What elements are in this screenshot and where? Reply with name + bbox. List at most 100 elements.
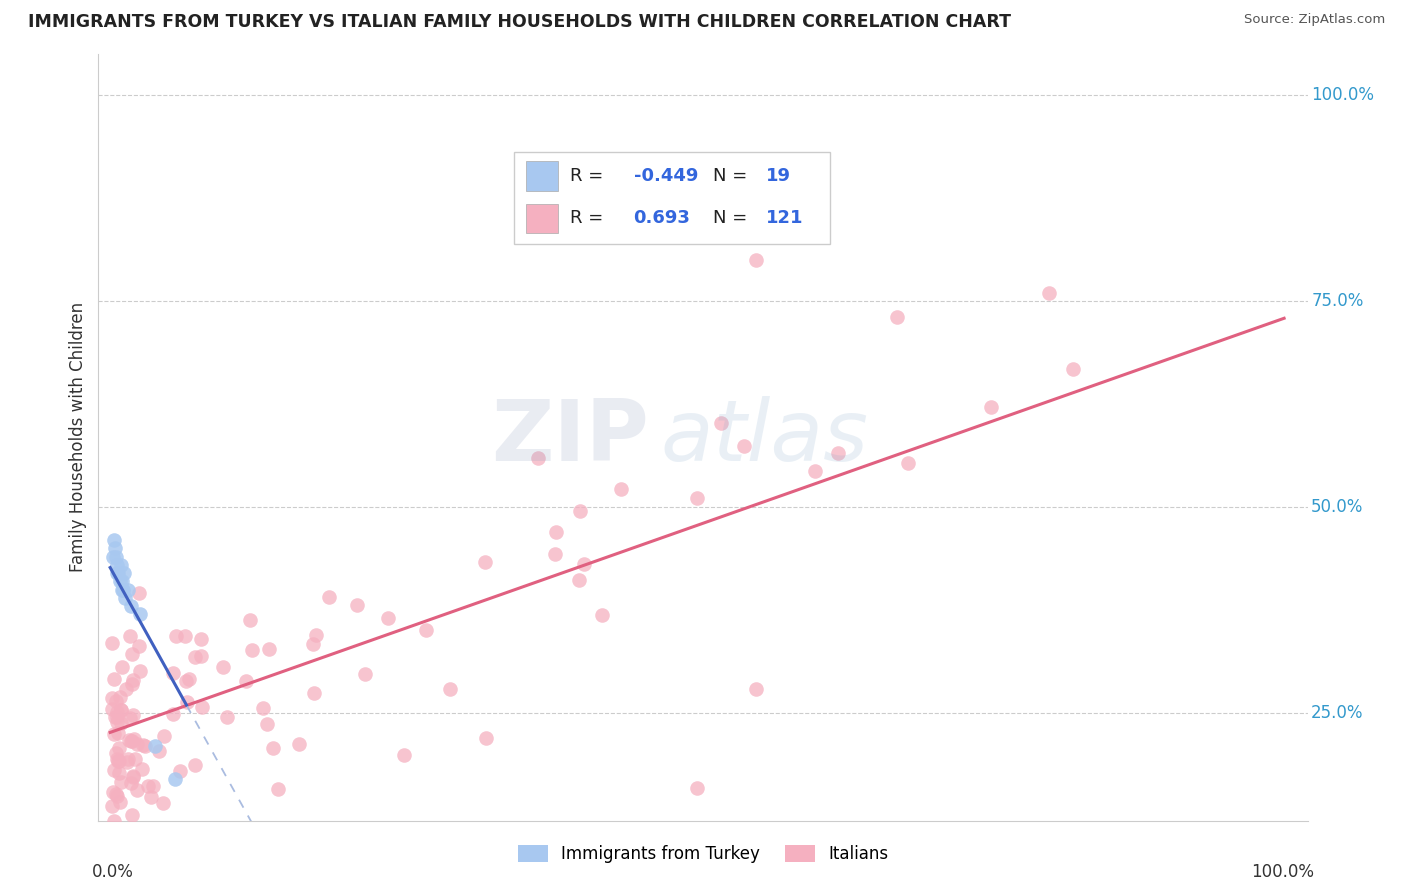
Point (346, 598, 368, 612)
Point (302, 637, 325, 651)
Point (162, 666, 184, 681)
Point (572, 558, 595, 572)
Point (142, 779, 165, 793)
Point (103, 726, 125, 740)
Point (148, 743, 170, 757)
Point (262, 740, 284, 755)
Point (122, 731, 145, 746)
Point (239, 614, 262, 628)
Point (105, 558, 128, 572)
Point (107, 754, 129, 768)
Point (105, 705, 128, 719)
Point (122, 770, 145, 784)
Point (108, 740, 131, 755)
Point (108, 754, 131, 768)
Point (165, 629, 187, 643)
Point (177, 672, 200, 686)
Point (124, 752, 146, 766)
Point (980, 400, 1002, 414)
Point (252, 701, 274, 715)
Text: N =: N = (713, 167, 747, 185)
Point (827, 445, 849, 459)
Point (190, 632, 212, 647)
Point (190, 649, 212, 664)
Point (120, 733, 142, 747)
Point (803, 464, 825, 478)
Legend: Immigrants from Turkey, Italians: Immigrants from Turkey, Italians (510, 838, 896, 870)
Point (152, 796, 174, 810)
Point (101, 799, 124, 814)
Point (103, 814, 125, 828)
Point (1062, 362, 1084, 376)
Point (235, 673, 257, 688)
Point (121, 647, 143, 661)
Point (897, 456, 920, 470)
Point (568, 504, 591, 518)
Point (101, 785, 124, 799)
Point (152, 729, 174, 743)
Point (108, 690, 131, 704)
Point (546, 525, 568, 540)
Point (134, 739, 156, 754)
Point (122, 769, 145, 783)
Point (745, 681, 768, 696)
Point (305, 628, 328, 642)
Text: 121: 121 (766, 210, 804, 227)
Point (217, 710, 239, 724)
Text: atlas: atlas (661, 395, 869, 479)
Point (121, 808, 143, 822)
Point (184, 650, 207, 665)
Point (104, 694, 127, 708)
Point (128, 639, 150, 653)
Point (745, 252, 768, 267)
Point (184, 758, 207, 772)
Point (103, 533, 125, 548)
Text: 25.0%: 25.0% (1312, 705, 1364, 723)
Point (107, 726, 129, 740)
Point (377, 611, 399, 625)
Point (101, 549, 124, 564)
Point (105, 709, 128, 723)
Point (544, 547, 567, 561)
Point (686, 780, 709, 795)
Text: 50.0%: 50.0% (1312, 499, 1364, 516)
Point (105, 549, 128, 564)
Text: IMMIGRANTS FROM TURKEY VS ITALIAN FAMILY HOUSEHOLDS WITH CHILDREN CORRELATION CH: IMMIGRANTS FROM TURKEY VS ITALIAN FAMILY… (28, 13, 1011, 31)
Point (128, 586, 150, 600)
Point (101, 691, 124, 706)
Point (117, 752, 139, 766)
Point (104, 710, 127, 724)
Point (118, 732, 141, 747)
Point (111, 659, 134, 673)
Point (120, 711, 142, 725)
Text: R =: R = (571, 210, 603, 227)
Point (112, 582, 135, 597)
Point (112, 566, 135, 581)
Text: ZIP: ZIP (491, 395, 648, 479)
Point (103, 763, 125, 777)
Point (128, 607, 150, 622)
Point (733, 439, 755, 453)
Point (108, 574, 131, 589)
Point (110, 703, 132, 717)
Text: 0.693: 0.693 (634, 210, 690, 227)
Point (111, 574, 134, 589)
Point (174, 629, 197, 643)
Point (108, 795, 131, 809)
Point (212, 660, 235, 674)
Text: N =: N = (713, 210, 747, 227)
Point (105, 714, 128, 729)
Point (110, 775, 132, 789)
Point (1038, 285, 1060, 300)
Point (120, 599, 142, 614)
Point (105, 566, 128, 581)
Point (110, 558, 132, 572)
Text: 100.0%: 100.0% (1250, 863, 1313, 880)
Point (886, 310, 908, 325)
Point (121, 677, 143, 691)
Point (568, 573, 591, 587)
Point (191, 700, 214, 714)
Point (163, 772, 186, 787)
Point (710, 416, 733, 430)
Text: -0.449: -0.449 (634, 167, 697, 185)
